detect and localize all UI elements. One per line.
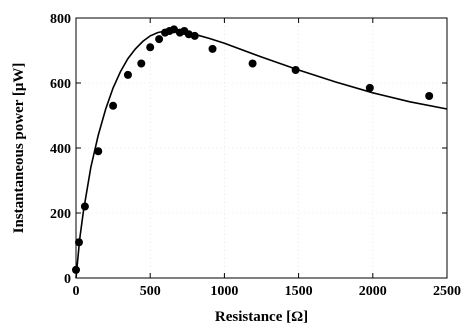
y-tick-label: 600 bbox=[50, 77, 71, 92]
x-tick-label: 1500 bbox=[285, 284, 313, 299]
x-tick-label: 0 bbox=[73, 284, 80, 299]
data-point bbox=[190, 31, 199, 40]
data-point bbox=[155, 35, 164, 44]
data-point bbox=[365, 83, 374, 92]
y-tick-label: 400 bbox=[50, 142, 71, 157]
data-point bbox=[109, 101, 118, 110]
x-axis-title: Resistance [Ω] bbox=[215, 309, 308, 325]
fit-curve-layer bbox=[75, 29, 448, 279]
y-axis-title: Instantaneous power [μW] bbox=[11, 63, 27, 234]
data-point bbox=[425, 92, 434, 100]
y-tick-label: 0 bbox=[64, 272, 71, 287]
x-tick-label: 2500 bbox=[433, 284, 461, 299]
data-point bbox=[94, 147, 103, 156]
data-point bbox=[248, 59, 257, 68]
data-point bbox=[137, 59, 146, 68]
data-point bbox=[123, 70, 132, 79]
data-point bbox=[80, 202, 89, 211]
axis-ticks bbox=[75, 17, 448, 279]
data-point bbox=[74, 238, 83, 247]
data-points-layer bbox=[72, 25, 434, 274]
x-tick-label: 1000 bbox=[210, 284, 238, 299]
y-tick-label: 800 bbox=[50, 12, 71, 27]
x-tick-label: 2000 bbox=[359, 284, 387, 299]
data-point bbox=[146, 43, 155, 52]
data-point bbox=[208, 44, 217, 53]
tick-labels: 0 500 1000 1500 2000 2500 0 200 400 600 800 bbox=[50, 12, 461, 299]
x-tick-label: 500 bbox=[140, 284, 161, 299]
grid bbox=[76, 18, 447, 278]
data-point bbox=[169, 25, 178, 34]
fit-curve bbox=[75, 29, 448, 279]
data-point bbox=[291, 66, 300, 74]
y-tick-label: 200 bbox=[50, 207, 71, 222]
